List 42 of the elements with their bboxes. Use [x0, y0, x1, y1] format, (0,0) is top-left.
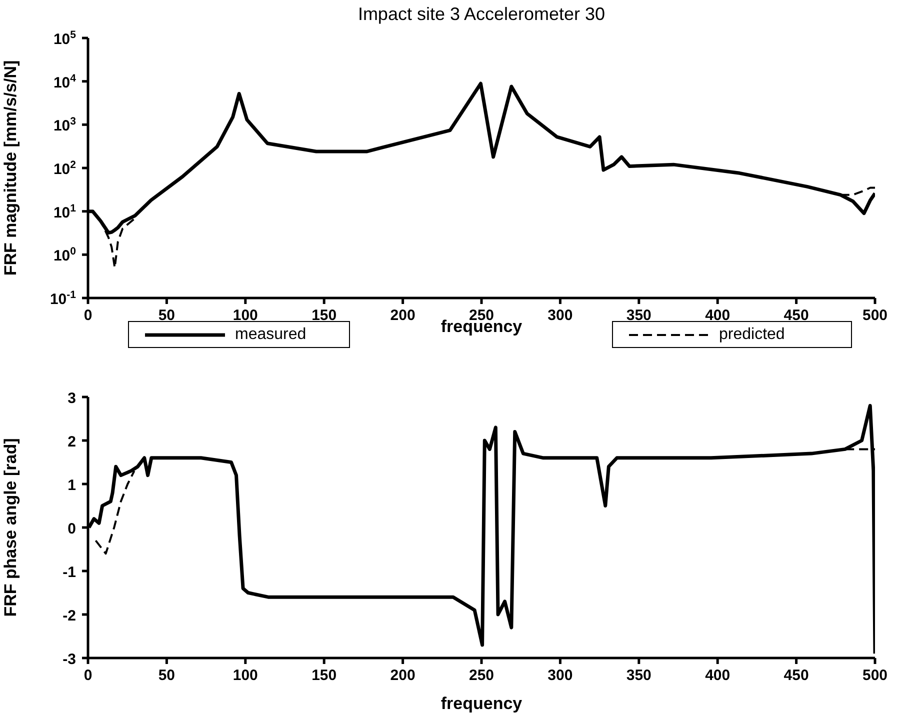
x-tick-label: 100	[232, 667, 258, 684]
x-axis-title: frequency	[440, 694, 523, 713]
x-tick-label: 150	[312, 667, 337, 684]
x-tick-label: 200	[390, 667, 416, 684]
y-tick-label: -3	[62, 651, 76, 668]
x-tick-label: 400	[705, 667, 730, 684]
x-tick-label: 450	[784, 667, 809, 684]
x-tick-label: 250	[468, 667, 494, 684]
x-tick-label: 500	[862, 307, 888, 324]
x-tick-label: 0	[84, 307, 92, 324]
y-tick-label: -1	[62, 564, 76, 581]
x-tick-label: 450	[784, 307, 809, 324]
x-tick-label: 500	[862, 667, 888, 684]
x-tick-label: 350	[626, 307, 652, 324]
chart-title: Impact site 3 Accelerometer 30	[356, 4, 606, 25]
y-tick-label: 10$^{0}$	[53, 246, 76, 265]
y-tick-label: 10$^{-1}$	[50, 289, 76, 308]
x-tick-label: 100	[232, 307, 258, 324]
x-tick-label: 50	[158, 307, 176, 324]
x-tick-label: 300	[548, 667, 573, 684]
y-tick-label: 10$^{3}$	[53, 116, 76, 135]
y-axis-title: FRF magnitude [mm/s/s/N]	[1, 60, 20, 276]
x-tick-label: 250	[468, 307, 494, 324]
x-tick-label: 300	[548, 307, 573, 324]
y-tick-label: 10$^{5}$	[53, 29, 76, 48]
legend-label: measured	[235, 326, 306, 344]
legend-label: predicted	[719, 326, 785, 344]
y-tick-label: 10$^{4}$	[53, 72, 76, 92]
y-tick-label: 3	[68, 390, 76, 407]
y-tick-label: 10$^{2}$	[53, 159, 76, 178]
x-tick-label: 0	[84, 667, 92, 684]
x-tick-label: 350	[626, 667, 652, 684]
y-tick-label: 1	[68, 477, 76, 494]
y-axis-title: FRF phase angle [rad]	[1, 438, 20, 617]
y-tick-label: -2	[62, 608, 76, 624]
x-tick-label: 150	[312, 307, 337, 324]
x-tick-label: 50	[158, 667, 176, 684]
y-tick-label: 10$^{1}$	[53, 202, 76, 222]
x-tick-label: 200	[390, 307, 416, 324]
x-tick-label: 400	[705, 307, 730, 324]
y-tick-label: 0	[68, 520, 76, 538]
y-tick-label: 2	[68, 434, 76, 450]
